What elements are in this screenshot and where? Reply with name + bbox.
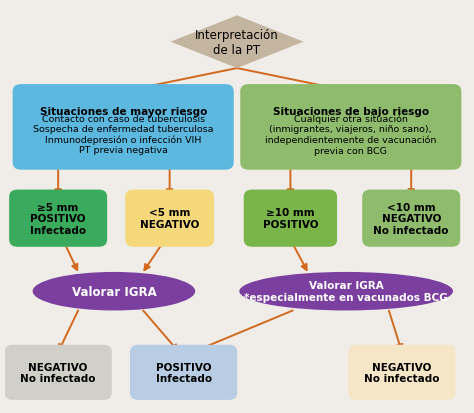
Text: ≥5 mm
POSITIVO
Infectado: ≥5 mm POSITIVO Infectado: [30, 202, 86, 235]
FancyBboxPatch shape: [13, 85, 234, 170]
Text: POSITIVO
Infectado: POSITIVO Infectado: [155, 362, 212, 383]
FancyBboxPatch shape: [5, 345, 112, 400]
Ellipse shape: [33, 272, 195, 311]
FancyBboxPatch shape: [125, 190, 214, 247]
Text: Valorar IGRA: Valorar IGRA: [72, 285, 156, 298]
Text: ≥10 mm
POSITIVO: ≥10 mm POSITIVO: [263, 208, 318, 229]
FancyBboxPatch shape: [9, 190, 107, 247]
Text: <10 mm
NEGATIVO
No infectado: <10 mm NEGATIVO No infectado: [374, 202, 449, 235]
FancyBboxPatch shape: [240, 85, 461, 170]
FancyBboxPatch shape: [362, 190, 460, 247]
FancyBboxPatch shape: [348, 345, 456, 400]
Text: Situaciones de mayor riesgo: Situaciones de mayor riesgo: [39, 107, 207, 117]
Text: Cualquier otra situación
(inmigrantes, viajeros, niño sano),
independientemente : Cualquier otra situación (inmigrantes, v…: [265, 114, 437, 155]
Text: <5 mm
NEGATIVO: <5 mm NEGATIVO: [140, 208, 200, 229]
Text: NEGATIVO
No infectado: NEGATIVO No infectado: [364, 362, 440, 383]
Text: Interpretación
de la PT: Interpretación de la PT: [195, 28, 279, 57]
Ellipse shape: [239, 272, 453, 311]
Polygon shape: [171, 16, 303, 69]
FancyBboxPatch shape: [244, 190, 337, 247]
Text: Valorar IGRA
*especialmente en vacunados BCG: Valorar IGRA *especialmente en vacunados…: [244, 281, 448, 302]
FancyBboxPatch shape: [130, 345, 237, 400]
Text: Contacto con caso de tuberculosis
Sospecha de enfermedad tuberculosa
Inmunodepre: Contacto con caso de tuberculosis Sospec…: [33, 114, 213, 155]
Text: Situaciones de bajo riesgo: Situaciones de bajo riesgo: [273, 107, 429, 117]
Text: NEGATIVO
No infectado: NEGATIVO No infectado: [20, 362, 96, 383]
